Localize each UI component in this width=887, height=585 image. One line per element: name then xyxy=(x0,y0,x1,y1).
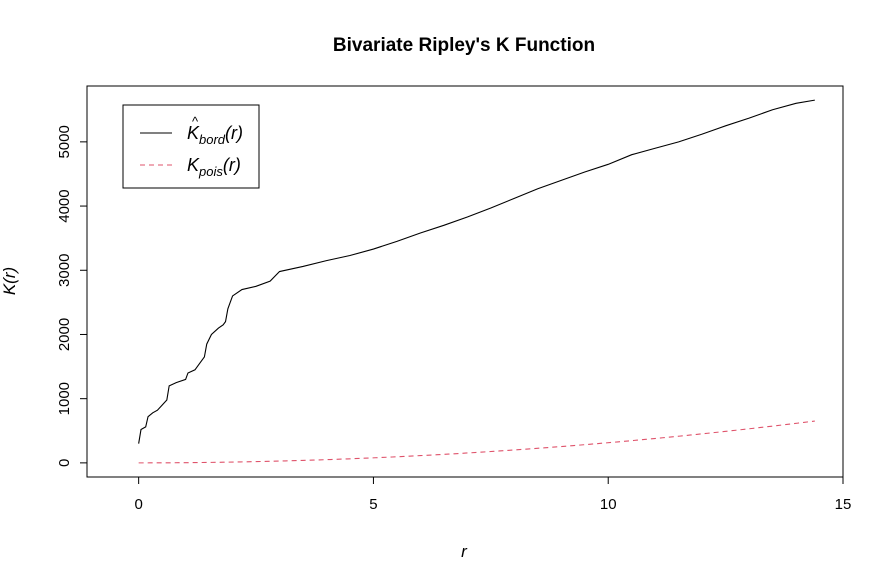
y-tick-label: 1000 xyxy=(56,382,73,415)
y-tick-label: 5000 xyxy=(56,125,73,158)
x-axis: 0 5 10 15 xyxy=(134,476,852,513)
legend: Kbord(r)^ Kpois(r) xyxy=(122,104,260,189)
legend-box xyxy=(122,104,260,189)
chart-title: Bivariate Ripley's K Function xyxy=(333,35,595,56)
y-tick-label: 2000 xyxy=(56,318,73,351)
x-tick-label: 10 xyxy=(600,496,617,513)
y-axis: 0 1000 2000 3000 4000 5000 xyxy=(56,125,88,467)
legend-hat-bord: ^ xyxy=(192,114,199,129)
legend-label-pois: Kpois(r) xyxy=(187,155,241,179)
series-line-pois xyxy=(138,420,815,464)
series-layer xyxy=(138,99,815,464)
legend-label-bord: Kbord(r) xyxy=(187,123,243,147)
x-tick-label: 15 xyxy=(835,496,852,513)
y-tick-label: 0 xyxy=(56,459,73,467)
x-axis-label: r xyxy=(461,542,468,561)
y-tick-label: 4000 xyxy=(56,189,73,222)
x-tick-label: 5 xyxy=(369,496,377,513)
y-tick-label: 3000 xyxy=(56,254,73,287)
series-line-bord xyxy=(138,99,815,444)
y-axis-label: K(r) xyxy=(0,267,19,295)
x-tick-label: 0 xyxy=(134,496,142,513)
